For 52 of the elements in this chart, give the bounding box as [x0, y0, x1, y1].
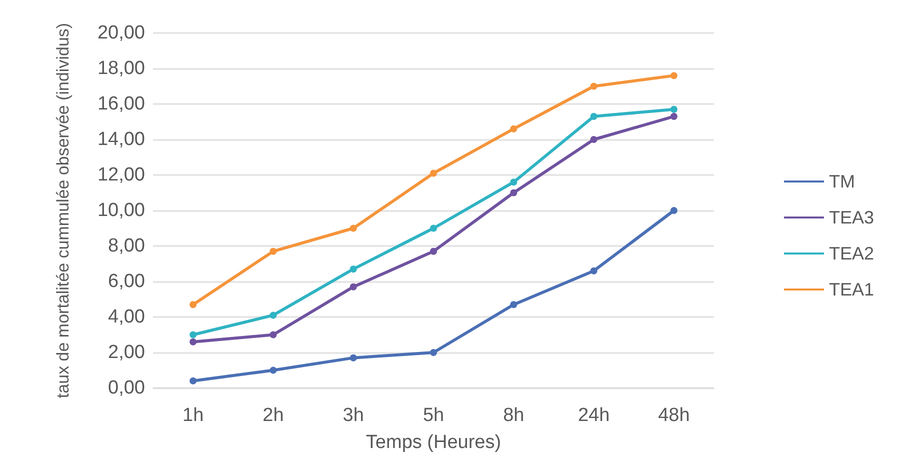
- point: [590, 267, 598, 274]
- point: [430, 170, 437, 177]
- x-tick-label: 8h: [503, 405, 524, 426]
- y-tick-label: 6,00: [108, 271, 145, 292]
- point: [190, 301, 197, 308]
- y-tick-label: 16,00: [97, 94, 145, 114]
- legend-label: TM: [828, 172, 855, 192]
- point: [590, 112, 598, 120]
- point: [590, 82, 598, 90]
- point: [270, 331, 277, 338]
- y-tick-label: 18,00: [97, 58, 145, 79]
- point: [510, 178, 518, 186]
- legend-label: TEA3: [828, 208, 874, 228]
- x-axis-title: Temps (Heures): [366, 432, 502, 453]
- point: [510, 125, 518, 132]
- x-tick-label: 5h: [422, 405, 444, 426]
- y-tick-label: 10,00: [97, 200, 145, 221]
- point: [510, 301, 518, 308]
- y-tick-label: 4,00: [108, 306, 145, 328]
- legend-label: TEA2: [828, 244, 874, 264]
- point: [670, 207, 678, 214]
- x-tick-label: 1h: [182, 405, 204, 426]
- x-tick-label: 48h: [658, 405, 690, 426]
- point: [190, 377, 197, 384]
- y-tick-label: 2,00: [108, 342, 145, 363]
- point: [430, 349, 437, 356]
- point: [670, 112, 678, 120]
- point: [190, 338, 197, 346]
- point: [350, 266, 357, 273]
- point: [270, 366, 277, 374]
- x-tick-label: 2h: [262, 405, 284, 426]
- y-tick-label: 20,00: [97, 22, 145, 44]
- point: [350, 283, 357, 290]
- y-tick-label: 12,00: [97, 164, 145, 186]
- x-tick-label: 3h: [342, 405, 364, 426]
- point: [190, 331, 197, 338]
- legend-label: TEA1: [828, 280, 874, 300]
- y-tick-label: 8,00: [108, 236, 145, 256]
- x-tick-label: 24h: [578, 405, 610, 426]
- y-axis-title: taux de mortalitée cummulée observée (individus): [54, 22, 72, 398]
- point: [430, 224, 437, 232]
- point: [430, 248, 437, 255]
- y-tick-label: 0,00: [108, 378, 145, 398]
- point: [670, 106, 678, 113]
- point: [510, 189, 518, 196]
- point: [670, 72, 678, 80]
- point: [350, 224, 357, 232]
- point: [270, 312, 277, 319]
- point: [590, 136, 598, 143]
- y-tick-label: 14,00: [97, 129, 145, 150]
- point: [350, 354, 357, 362]
- point: [270, 248, 277, 255]
